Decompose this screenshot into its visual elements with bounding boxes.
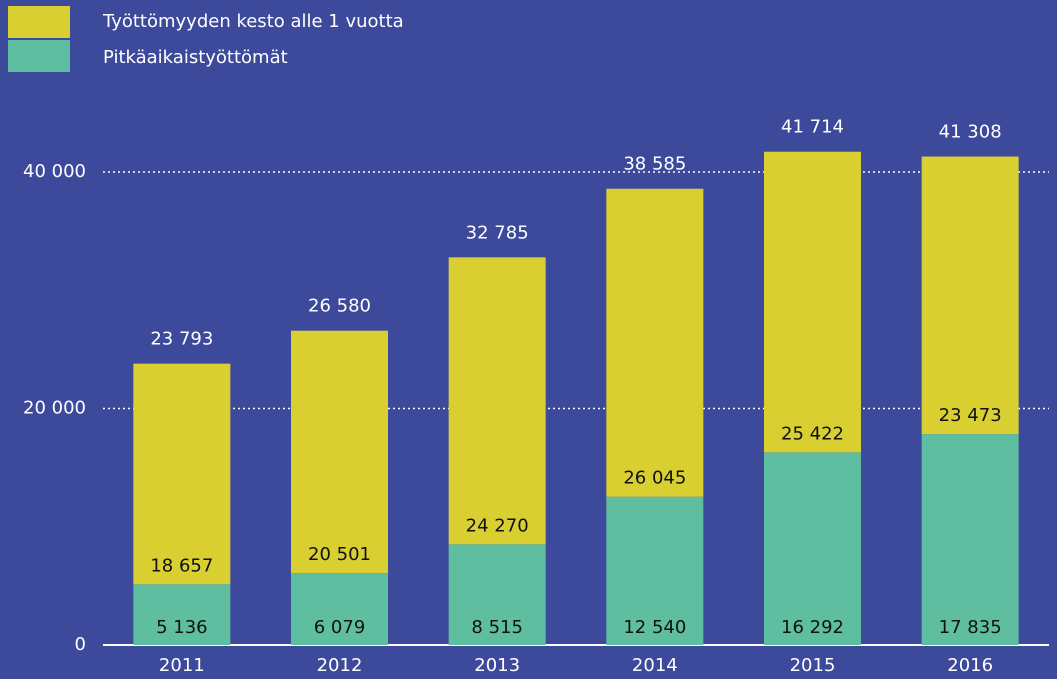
bar-segment bbox=[291, 330, 388, 574]
data-label: 18 657 bbox=[150, 555, 213, 576]
y-tick-label: 0 bbox=[75, 634, 86, 655]
bar-segment bbox=[921, 156, 1019, 435]
data-label: 17 835 bbox=[939, 617, 1002, 638]
data-label: 23 473 bbox=[939, 405, 1002, 426]
bar-segment bbox=[606, 496, 704, 645]
total-label: 41 308 bbox=[939, 122, 1002, 143]
bar-segment bbox=[764, 452, 861, 645]
data-label: 16 292 bbox=[781, 617, 844, 638]
x-tick-label: 2015 bbox=[790, 655, 836, 676]
x-tick-label: 2011 bbox=[159, 655, 205, 676]
data-label: 20 501 bbox=[308, 544, 371, 565]
x-tick-label: 2013 bbox=[474, 655, 520, 676]
bar-segment bbox=[448, 544, 546, 645]
bar-segment bbox=[921, 434, 1019, 645]
data-label: 5 136 bbox=[156, 617, 208, 638]
legend-swatch bbox=[8, 40, 70, 72]
bar-segment bbox=[606, 188, 704, 497]
data-label: 6 079 bbox=[314, 617, 366, 638]
bar-segment bbox=[133, 584, 231, 645]
legend-label: Työttömyyden kesto alle 1 vuotta bbox=[102, 11, 404, 32]
y-tick-label: 20 000 bbox=[23, 398, 86, 419]
total-label: 32 785 bbox=[466, 222, 529, 243]
data-label: 24 270 bbox=[466, 515, 529, 536]
legend-label: Pitkäaikaistyöttömät bbox=[103, 47, 288, 68]
x-tick-label: 2012 bbox=[317, 655, 363, 676]
bar-segment bbox=[291, 573, 388, 645]
x-tick-label: 2016 bbox=[947, 655, 993, 676]
legend-swatch bbox=[8, 6, 70, 38]
total-label: 23 793 bbox=[150, 329, 213, 350]
total-label: 41 714 bbox=[781, 117, 844, 138]
bar-segment bbox=[764, 151, 861, 453]
x-tick-label: 2014 bbox=[632, 655, 678, 676]
data-label: 8 515 bbox=[471, 617, 523, 638]
data-label: 26 045 bbox=[623, 468, 686, 489]
data-label: 25 422 bbox=[781, 423, 844, 444]
bar-segment bbox=[133, 363, 231, 585]
data-label: 12 540 bbox=[623, 617, 686, 638]
bar-segment bbox=[448, 257, 546, 545]
y-tick-label: 40 000 bbox=[23, 161, 86, 182]
total-label: 38 585 bbox=[623, 154, 686, 175]
total-label: 26 580 bbox=[308, 296, 371, 317]
